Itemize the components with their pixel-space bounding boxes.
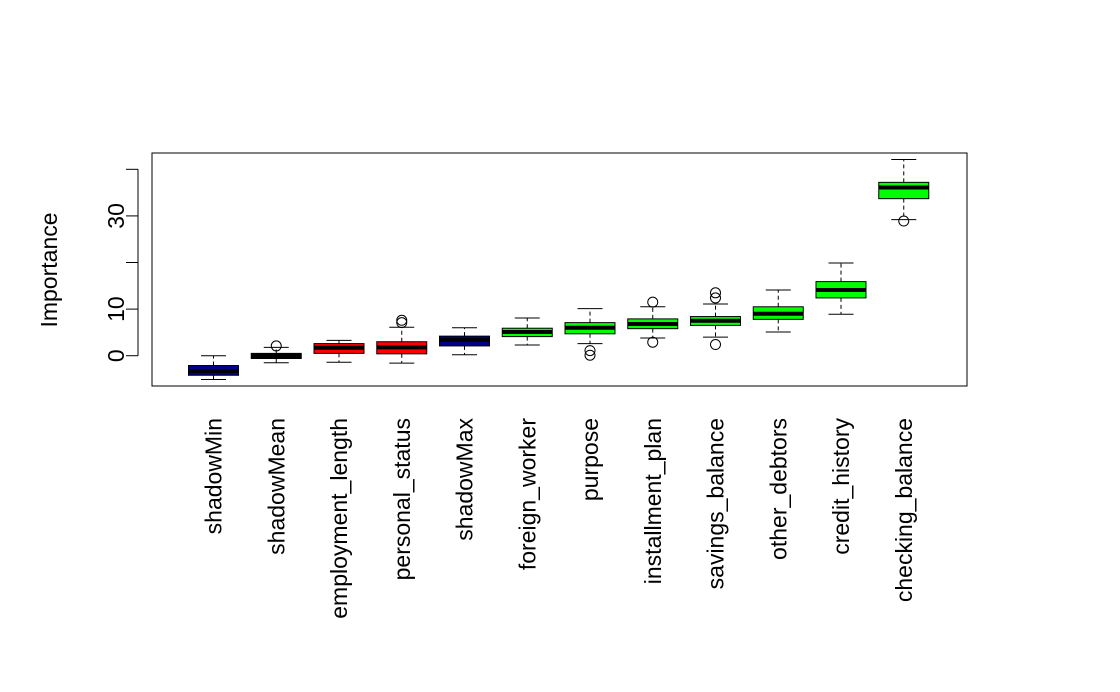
box-foreign_worker [501,317,553,346]
outlier-point [710,339,721,351]
x-tick-label: shadowMax [452,418,478,541]
x-tick-label: purpose [577,418,603,501]
x-tick-label: credit_history [828,418,854,555]
box-shadowMin [188,355,239,380]
box-shadowMean [250,340,302,364]
outlier-point [584,349,596,361]
plot-frame [151,152,968,387]
outlier-point [647,296,659,308]
box-savings_balance [690,287,741,351]
x-tick-label: checking_balance [891,418,917,602]
outlier-point [647,336,659,348]
y-axis: 0 10 30 [103,168,139,362]
outlier-point [584,345,596,357]
box-personal_status [376,314,428,364]
y-tick-label: 30 [103,203,129,229]
x-tick-label: foreign_worker [514,418,540,570]
x-tick-label: shadowMean [263,418,289,555]
box-purpose [564,308,616,361]
box-credit_history [815,262,867,315]
box-employment_length [313,339,365,363]
outlier-point [710,292,721,304]
x-axis-labels: shadowMin shadowMean employment_length pers… [201,418,917,619]
y-tick-label: 10 [103,296,129,322]
x-tick-label: personal_status [389,418,415,580]
x-tick-label: employment_length [326,418,352,619]
box-shadowMax [439,327,490,356]
x-tick-label: installment_plan [640,418,666,584]
iqr-box [878,181,930,200]
x-tick-label: shadowMin [201,418,227,534]
box-other_debtors [752,289,804,333]
x-tick-label: other_debtors [765,418,791,560]
outlier-point [898,215,910,227]
outlier-point [710,287,721,299]
outlier-point [396,317,408,329]
x-tick-label: savings_balance [703,418,729,589]
boxes-layer [188,159,930,380]
y-tick-label: 0 [103,349,129,362]
outlier-point [270,340,282,352]
outlier-point [396,314,408,326]
y-axis-label: Importance [36,212,62,327]
box-checking_balance [878,159,930,227]
box-installment_plan [627,296,679,348]
